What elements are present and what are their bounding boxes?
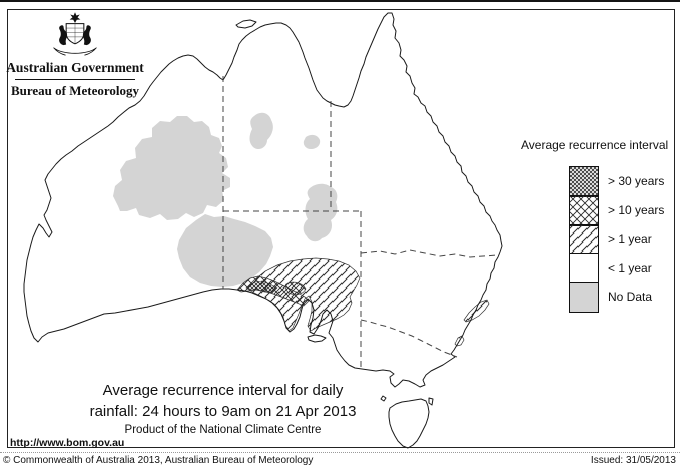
state-borders [222, 76, 498, 369]
bureau-of-meteorology-label: Bureau of Meteorology [10, 83, 140, 98]
logo-divider [15, 79, 135, 80]
map-title-block: Average recurrence interval for daily ra… [40, 382, 406, 436]
bom-logo: Australian Government Bureau of Meteorol… [6, 11, 144, 99]
legend-swatch-gray [569, 281, 599, 313]
legend-label: No Data [608, 290, 653, 304]
legend-swatch-dense-crosshatch [569, 165, 599, 197]
legend-label: < 1 year [608, 261, 652, 275]
legend-item-nodata: No Data [569, 281, 664, 313]
legend-label: > 10 years [608, 203, 665, 217]
gt-30-year-regions [246, 280, 278, 294]
australian-government-label: Australian Government [6, 60, 144, 75]
map-title-line2: rainfall: 24 hours to 9am on 21 Apr 2013 [89, 403, 357, 420]
gt-1-year-regions [245, 257, 490, 347]
legend-label: > 30 years [608, 174, 665, 188]
copyright-text: © Commonwealth of Australia 2013, Austra… [3, 455, 314, 466]
map-title-line1: Average recurrence interval for daily [102, 382, 344, 399]
coastline [23, 12, 503, 449]
top-border-line [0, 0, 680, 2]
no-data-regions [113, 112, 338, 287]
legend-item-gt1: > 1 year [569, 223, 664, 255]
legend-swatch-crosshatch [569, 194, 599, 226]
legend-item-gt10: > 10 years [569, 194, 665, 226]
map-frame [7, 9, 675, 448]
legend-label: > 1 year [608, 232, 652, 246]
legend-title: Average recurrence interval [521, 138, 669, 152]
outer-bottom-line [0, 452, 680, 453]
bom-url: http://www.bom.gov.au [10, 437, 125, 449]
map-title-line3: Product of the National Climate Centre [124, 424, 322, 436]
legend-item-gt30: > 30 years [569, 165, 665, 197]
issued-date: Issued: 31/05/2013 [590, 455, 676, 466]
legend-swatch-white [569, 252, 599, 284]
coat-of-arms-icon [53, 12, 97, 56]
legend: > 30 years > 10 years > 1 year < 1 year … [569, 165, 665, 313]
legend-item-lt1: < 1 year [569, 252, 664, 284]
legend-swatch-diagonal [569, 223, 599, 255]
